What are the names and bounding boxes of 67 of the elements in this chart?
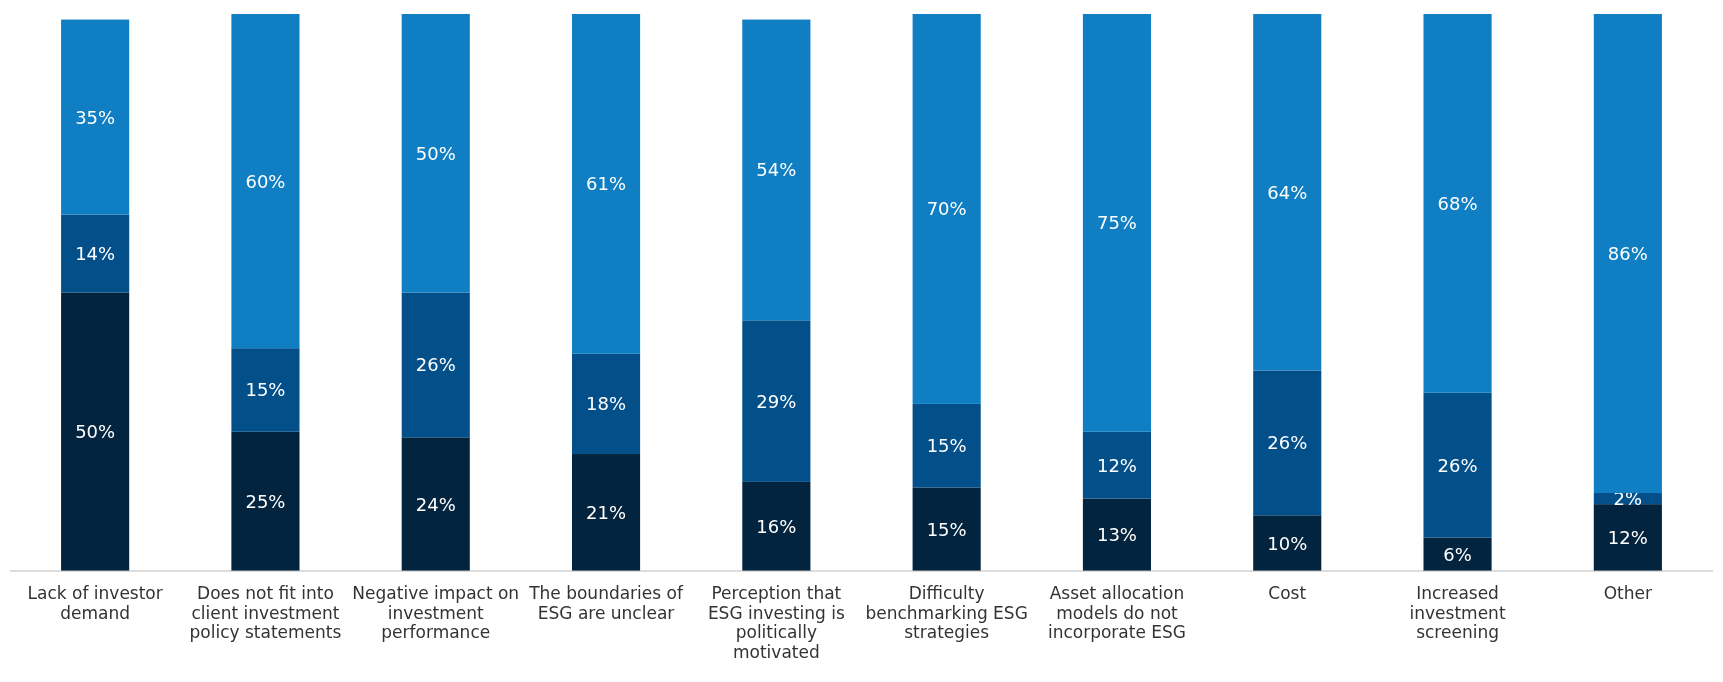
data-label: 50% <box>415 142 456 164</box>
bar <box>1082 14 1152 432</box>
x-tick-label: Does not fit into client investment policy statements <box>189 583 342 643</box>
data-label: 70% <box>926 198 967 220</box>
bar <box>231 14 300 349</box>
data-label: 26% <box>1437 454 1478 476</box>
data-label: 14% <box>75 243 116 265</box>
x-tick-label: Lack of investor demand <box>27 583 163 623</box>
x-tick-label: The boundaries of ESG are unclear <box>528 583 684 623</box>
data-label: 6% <box>1443 543 1472 565</box>
bar <box>1253 370 1322 516</box>
bar <box>61 214 130 293</box>
bar <box>912 14 981 404</box>
data-label: 54% <box>756 159 797 181</box>
x-tick-label: Asset allocation models do not incorporate ESG <box>1047 583 1186 643</box>
bar <box>401 292 470 438</box>
bar <box>1593 504 1662 571</box>
bar <box>1423 392 1492 538</box>
bar <box>1253 14 1322 371</box>
data-label: 61% <box>586 173 627 195</box>
data-label: 75% <box>1096 212 1137 234</box>
data-label: 29% <box>756 390 797 412</box>
x-tick-label: Negative impact on investment performance <box>352 583 520 643</box>
data-label: 18% <box>586 393 627 415</box>
bar <box>1082 431 1152 499</box>
data-label: 64% <box>1267 181 1308 203</box>
data-label: 24% <box>415 493 456 515</box>
data-label: 12% <box>1096 454 1137 476</box>
data-label: 68% <box>1437 192 1478 214</box>
bar <box>61 292 130 571</box>
x-tick-label: Other <box>1603 583 1652 603</box>
data-label: 25% <box>245 490 286 512</box>
bar <box>401 437 470 571</box>
bar <box>742 481 811 571</box>
data-label: 13% <box>1096 524 1137 546</box>
data-label: 60% <box>245 170 286 192</box>
data-label: 15% <box>926 435 967 457</box>
bar <box>231 431 300 571</box>
x-tick-label: Difficulty benchmarking ESG strategies <box>865 583 1028 643</box>
bar <box>1082 498 1152 571</box>
data-label: 35% <box>75 106 116 128</box>
bar <box>1253 515 1322 571</box>
bar <box>231 348 300 432</box>
data-label: 26% <box>415 354 456 376</box>
bar <box>742 320 811 482</box>
bar <box>571 14 641 354</box>
x-tick-label: Cost <box>1268 583 1307 603</box>
x-tick-label: Perception that ESG investing is politically motivated <box>707 583 845 662</box>
bar <box>912 403 981 488</box>
data-label: 21% <box>586 502 627 524</box>
bar <box>401 14 470 293</box>
bar <box>1593 14 1662 494</box>
data-label: 15% <box>926 518 967 540</box>
bar <box>742 19 811 321</box>
data-label: 86% <box>1607 243 1648 265</box>
bar <box>912 487 981 571</box>
data-label: 16% <box>756 515 797 537</box>
bar <box>571 454 641 571</box>
bar <box>571 353 641 455</box>
bar <box>1423 14 1492 393</box>
x-tick-label: Increased investment screening <box>1409 583 1506 643</box>
data-label: 50% <box>75 421 116 443</box>
data-label: 12% <box>1607 527 1648 549</box>
bar <box>61 19 130 215</box>
data-label: 15% <box>245 379 286 401</box>
data-label: 10% <box>1267 532 1308 554</box>
data-label: 26% <box>1267 432 1308 454</box>
